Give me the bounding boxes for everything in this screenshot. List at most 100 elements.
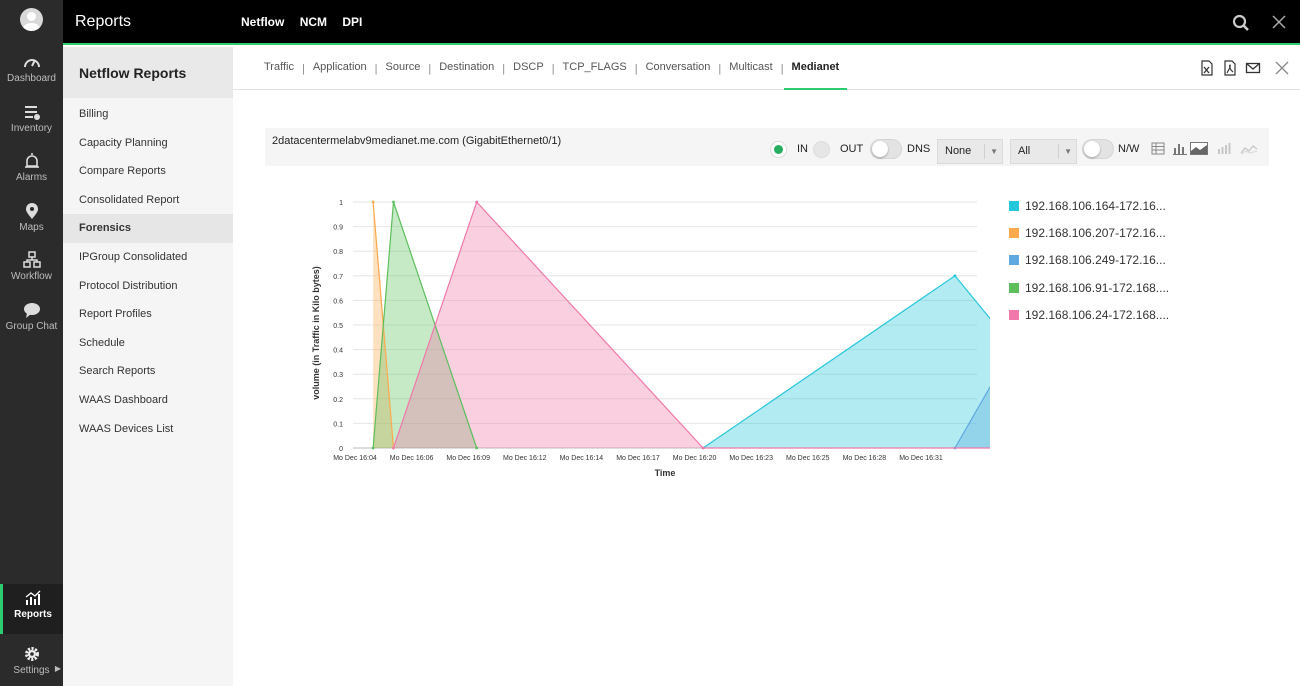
avatar[interactable] bbox=[20, 8, 43, 31]
data-point bbox=[371, 446, 375, 450]
out-radio[interactable] bbox=[813, 141, 830, 158]
sidebar-item-protocol-distribution[interactable]: Protocol Distribution bbox=[79, 279, 178, 292]
tab-separator: | bbox=[374, 62, 378, 75]
table-view-icon[interactable] bbox=[1151, 142, 1165, 155]
legend-item[interactable]: 192.168.106.91-172.168.... bbox=[1009, 274, 1169, 301]
traffic-area-chart: 0 0.1 0.2 0.3 0.4 0.5 0.6 0.7 0.8 0.9 1 Mo Dec 16:… bbox=[311, 200, 990, 478]
y-tick-label: 1 bbox=[339, 200, 343, 207]
legend-label: 192.168.106.207-172.16... bbox=[1025, 225, 1166, 240]
stacked-bar-icon[interactable] bbox=[1217, 142, 1231, 155]
tab-separator: | bbox=[634, 62, 638, 75]
x-axis-label: Time bbox=[655, 468, 676, 478]
data-point bbox=[475, 446, 479, 450]
sidebar-item-waas-dashboard[interactable]: WAAS Dashboard bbox=[79, 393, 168, 406]
sidebar-item-ipgroup-consolidated[interactable]: IPGroup Consolidated bbox=[79, 250, 188, 263]
rail-item-inventory[interactable]: Inventory bbox=[0, 98, 63, 144]
tab-medianet[interactable]: Medianet bbox=[783, 47, 848, 90]
series-area bbox=[703, 275, 990, 448]
rail-item-dashboard[interactable]: Dashboard bbox=[0, 48, 63, 94]
dns-toggle[interactable] bbox=[870, 139, 902, 159]
sidebar-item-waas-devices-list[interactable]: WAAS Devices List bbox=[79, 422, 174, 435]
sidebar-item-billing[interactable]: Billing bbox=[79, 108, 109, 120]
legend-item[interactable]: 192.168.106.164-172.16... bbox=[1009, 192, 1169, 219]
all-select[interactable]: All ▼ bbox=[1010, 139, 1077, 164]
y-tick-label: 0.7 bbox=[333, 274, 343, 281]
sidebar-item-consolidated-report[interactable]: Consolidated Report bbox=[79, 193, 180, 206]
nav-ncm[interactable]: NCM bbox=[299, 15, 328, 29]
rail-label: Alarms bbox=[15, 172, 48, 183]
tab-multicast[interactable]: Multicast bbox=[729, 61, 773, 73]
sidebar-item-schedule[interactable]: Schedule bbox=[79, 336, 125, 349]
rail-item-alarms[interactable]: Alarms bbox=[0, 147, 63, 193]
chevron-down-icon: ▼ bbox=[1058, 144, 1072, 159]
sidebar-item-search-reports[interactable]: Search Reports bbox=[79, 365, 156, 378]
tab-tcp-flags[interactable]: TCP_FLAGS bbox=[562, 61, 627, 73]
tab-dscp[interactable]: DSCP bbox=[513, 61, 544, 73]
close-icon[interactable] bbox=[1271, 14, 1287, 30]
tab-traffic[interactable]: Traffic bbox=[264, 61, 294, 73]
sidebar-item-compare-reports[interactable]: Compare Reports bbox=[79, 165, 166, 178]
left-rail: Dashboard Inventory Alarms Maps Workflow… bbox=[0, 0, 63, 686]
rail-item-workflow[interactable]: Workflow bbox=[0, 246, 63, 292]
rail-label: Settings bbox=[13, 665, 50, 676]
rail-label: Reports bbox=[14, 609, 52, 620]
export-pdf-icon[interactable] bbox=[1222, 60, 1238, 76]
tab-destination[interactable]: Destination bbox=[439, 61, 495, 73]
legend-item[interactable]: 192.168.106.24-172.168.... bbox=[1009, 301, 1169, 328]
nav-netflow[interactable]: Netflow bbox=[241, 15, 285, 29]
y-tick-label: 0.8 bbox=[333, 249, 343, 256]
export-excel-icon[interactable] bbox=[1199, 60, 1215, 76]
y-tick-label: 0.3 bbox=[333, 372, 343, 379]
y-tick-label: 0.6 bbox=[333, 298, 343, 305]
x-tick-label: Mo Dec 16:09 bbox=[446, 455, 490, 462]
bar-chart-icon[interactable] bbox=[1173, 142, 1187, 155]
legend-item[interactable]: 192.168.106.207-172.16... bbox=[1009, 219, 1169, 246]
sidebar-item-report-profiles[interactable]: Report Profiles bbox=[79, 308, 152, 321]
rail-item-settings[interactable]: Settings ▶ bbox=[0, 640, 63, 686]
legend-swatch bbox=[1009, 282, 1019, 293]
legend-item[interactable]: 192.168.106.249-172.16... bbox=[1009, 247, 1169, 274]
rail-item-group-chat[interactable]: Group Chat bbox=[0, 296, 63, 342]
tab-source[interactable]: Source bbox=[385, 61, 421, 73]
page-title: Reports bbox=[75, 13, 132, 30]
gear-icon bbox=[24, 647, 39, 661]
tab-application[interactable]: Application bbox=[312, 61, 367, 73]
reports-sidebar: Netflow Reports Billing Capacity Plannin… bbox=[63, 47, 233, 686]
sidebar-item-forensics[interactable]: Forensics bbox=[63, 214, 233, 243]
rail-label: Dashboard bbox=[7, 73, 56, 84]
nav-dpi[interactable]: DPI bbox=[342, 15, 363, 29]
legend-label: 192.168.106.91-172.168.... bbox=[1025, 280, 1170, 295]
x-tick-label: Mo Dec 16:17 bbox=[616, 455, 660, 462]
dns-label: DNS bbox=[907, 143, 931, 155]
series-area bbox=[954, 387, 990, 448]
line-chart-icon[interactable] bbox=[1240, 142, 1258, 155]
none-select[interactable]: None ▼ bbox=[937, 139, 1003, 164]
device-interface-label: 2datacentermelabv9medianet.me.com (Gigab… bbox=[272, 135, 562, 147]
tab-separator: | bbox=[502, 62, 506, 75]
x-tick-label: Mo Dec 16:25 bbox=[786, 455, 830, 462]
nw-toggle[interactable] bbox=[1082, 139, 1114, 159]
legend-label: 192.168.106.164-172.16... bbox=[1025, 198, 1166, 213]
rail-item-reports[interactable]: Reports bbox=[0, 584, 63, 634]
data-point bbox=[392, 446, 395, 450]
workflow-icon bbox=[22, 251, 41, 268]
tab-conversation[interactable]: Conversation bbox=[645, 61, 711, 73]
search-icon[interactable] bbox=[1232, 14, 1250, 32]
x-tick-label: Mo Dec 16:12 bbox=[503, 455, 547, 462]
email-icon[interactable] bbox=[1245, 60, 1261, 76]
close-icon[interactable] bbox=[1274, 60, 1290, 76]
x-tick-label: Mo Dec 16:04 bbox=[333, 455, 377, 462]
sidebar-title: Netflow Reports bbox=[63, 47, 233, 98]
legend-label: 192.168.106.24-172.168.... bbox=[1025, 307, 1170, 322]
rail-item-maps[interactable]: Maps bbox=[0, 197, 63, 243]
rail-label: Maps bbox=[19, 222, 44, 233]
sidebar-item-capacity-planning[interactable]: Capacity Planning bbox=[79, 136, 168, 149]
tab-separator: | bbox=[780, 62, 784, 75]
top-nav: Netflow NCM DPI bbox=[241, 15, 374, 29]
in-label: IN bbox=[797, 143, 808, 155]
legend-swatch bbox=[1009, 200, 1019, 211]
x-tick-label: Mo Dec 16:28 bbox=[843, 455, 887, 462]
area-chart-icon[interactable] bbox=[1190, 142, 1208, 155]
x-tick-label: Mo Dec 16:20 bbox=[673, 455, 717, 462]
in-radio[interactable] bbox=[770, 141, 787, 158]
